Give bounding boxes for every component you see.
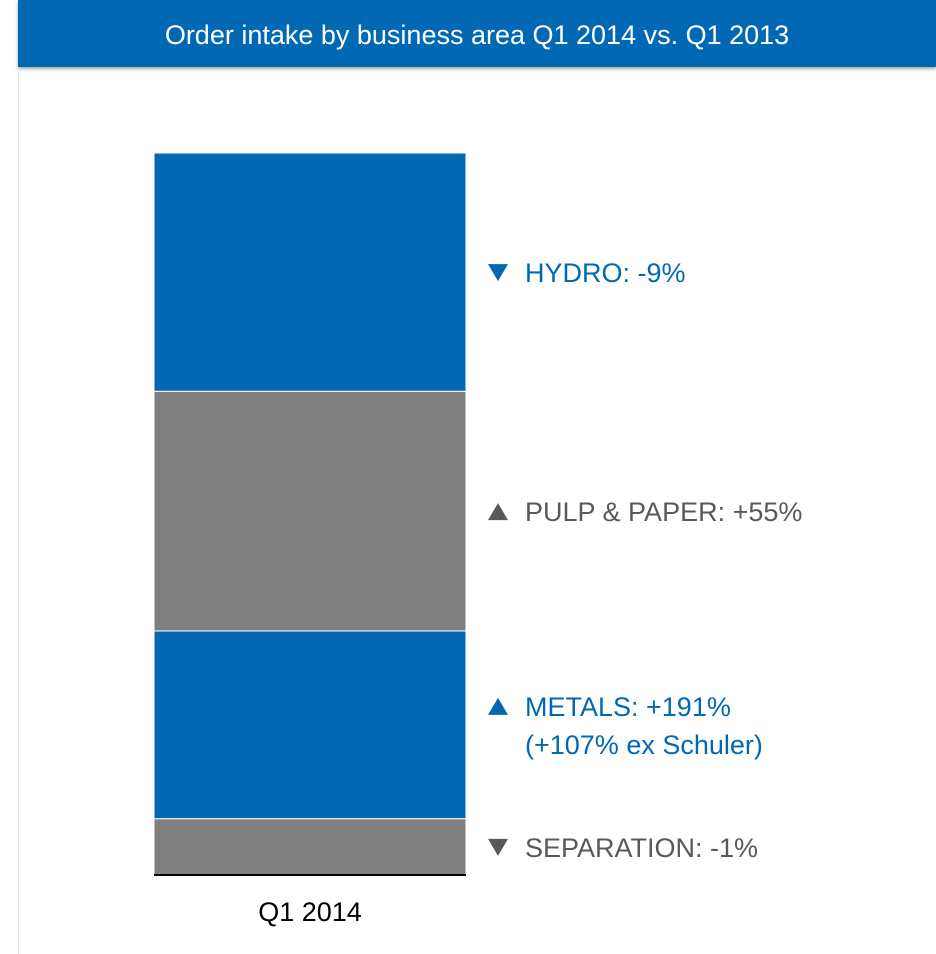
x-tick-label: Q1 2014 <box>258 897 362 927</box>
bar-segment-separation <box>153 818 467 876</box>
bar-segment-hydro <box>153 152 467 392</box>
chart-title: Order intake by business area Q1 2014 vs… <box>164 20 790 50</box>
category-labels: Q1 2014 <box>258 897 362 927</box>
series-label-text: METALS: +191% <box>525 692 731 722</box>
triangle-down-icon <box>488 264 508 282</box>
series-labels: SEPARATION: -1% METALS: +191% (+107% ex Sc… <box>488 258 802 863</box>
series-label-separation: SEPARATION: -1% <box>488 833 758 863</box>
triangle-up-icon <box>488 697 508 715</box>
series-label-text: (+107% ex Schuler) <box>525 730 763 760</box>
series-label-metals: METALS: +191% (+107% ex Schuler) <box>488 692 763 760</box>
bar-segments <box>153 152 467 876</box>
triangle-down-icon <box>488 838 508 856</box>
series-label-hydro: HYDRO: -9% <box>488 258 686 288</box>
series-label-text: SEPARATION: -1% <box>525 833 758 863</box>
series-label-text: PULP & PAPER: +55% <box>525 497 802 527</box>
series-label-pulp-paper: PULP & PAPER: +55% <box>488 497 802 527</box>
bar-segment-metals <box>153 630 467 820</box>
chart-header: Order intake by business area Q1 2014 vs… <box>18 0 936 67</box>
triangle-up-icon <box>488 503 508 521</box>
bar-segment-pulp-paper <box>153 390 467 632</box>
frame-border <box>18 67 19 954</box>
series-label-text: HYDRO: -9% <box>525 258 686 288</box>
